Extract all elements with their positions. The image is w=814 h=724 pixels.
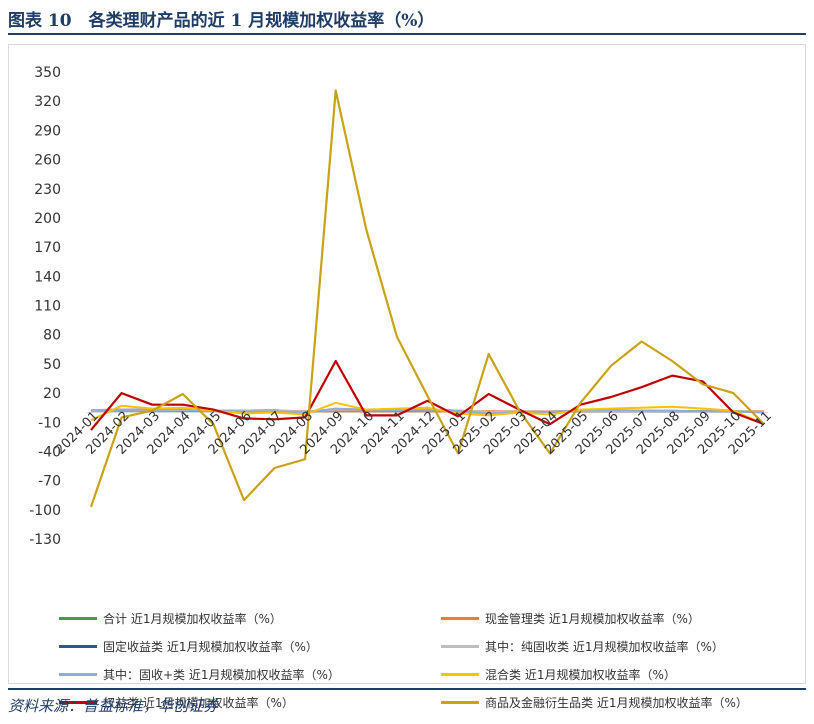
legend-item: 商品及金融衍生品类 近1月规模加权收益率（%） [441, 692, 748, 712]
legend-swatch [441, 644, 479, 648]
legend-item: 合计 近1月规模加权收益率（%） [59, 608, 282, 628]
y-tick-label: 50 [43, 357, 61, 373]
y-tick-label: -10 [38, 415, 61, 431]
x-axis: 2024-012024-022024-032024-042024-052024-… [53, 409, 775, 458]
legend-item: 其中：纯固收类 近1月规模加权收益率（%） [441, 636, 724, 656]
series-lines [89, 89, 765, 508]
legend-label: 合计 近1月规模加权收益率（%） [103, 611, 282, 626]
chart-frame: 350 320 290 260 230 200 170 140 110 80 50 20 -10 -40 -… [8, 44, 806, 710]
legend-swatch [59, 644, 97, 648]
legend-item: 权益类 近1月规模加权收益率（%） [59, 692, 294, 712]
y-tick-label: -40 [38, 444, 61, 460]
page-title: 图表 10 各类理财产品的近 1 月规模加权收益率（%） [8, 11, 435, 31]
source-note: 资料来源：普益标准，华创证券 [8, 697, 219, 715]
y-tick-label: 80 [43, 328, 61, 344]
legend-label: 固定收益类 近1月规模加权收益率（%） [103, 639, 318, 654]
y-tick-label: 170 [34, 240, 61, 256]
legend-label: 现金管理类 近1月规模加权收益率（%） [485, 611, 700, 626]
y-tick-label: 110 [34, 299, 61, 315]
y-tick-label: 20 [43, 386, 61, 402]
y-tick-label: 260 [34, 153, 61, 169]
legend-item: 现金管理类 近1月规模加权收益率（%） [441, 608, 700, 628]
y-tick-label: 350 [34, 65, 61, 81]
y-axis: 350 320 290 260 230 200 170 140 110 80 50 20 -10 -40 -… [29, 65, 61, 548]
series-line [89, 89, 765, 508]
legend-swatch [441, 700, 479, 704]
y-tick-label: -100 [29, 503, 61, 519]
title-rule [8, 33, 806, 35]
y-tick-label: 320 [34, 94, 61, 110]
legend-swatch [59, 700, 97, 704]
y-tick-label: 140 [34, 269, 61, 285]
legend-label: 权益类 近1月规模加权收益率（%） [103, 695, 294, 710]
series-line [90, 359, 765, 431]
chart-legend: 合计 近1月规模加权收益率（%） 现金管理类 近1月规模加权收益率（%） 固定收益类… [59, 608, 799, 724]
legend-swatch [441, 672, 479, 676]
line-chart: 350 320 290 260 230 200 170 140 110 80 50 20 -10 -40 -… [29, 65, 775, 548]
legend-item: 混合类 近1月规模加权收益率（%） [441, 664, 676, 684]
footer-rule [8, 688, 806, 690]
y-tick-label: -130 [29, 532, 61, 548]
legend-item: 固定收益类 近1月规模加权收益率（%） [59, 636, 318, 656]
y-tick-label: 200 [34, 211, 61, 227]
legend-label: 其中：纯固收类 近1月规模加权收益率（%） [485, 639, 724, 654]
legend-swatch [59, 672, 97, 676]
title-bar: 图表 10 各类理财产品的近 1 月规模加权收益率（%） [8, 4, 806, 35]
legend-label: 混合类 近1月规模加权收益率（%） [485, 667, 676, 682]
y-tick-label: 290 [34, 123, 61, 139]
legend-label: 商品及金融衍生品类 近1月规模加权收益率（%） [485, 695, 748, 710]
series-line [90, 401, 765, 426]
y-tick-label: 230 [34, 182, 61, 198]
y-tick-label: -70 [38, 474, 61, 490]
legend-swatch [441, 616, 479, 620]
legend-item: 其中：固收+类 近1月规模加权收益率（%） [59, 664, 340, 684]
legend-label: 其中：固收+类 近1月规模加权收益率（%） [103, 667, 340, 682]
legend-swatch [59, 616, 97, 620]
